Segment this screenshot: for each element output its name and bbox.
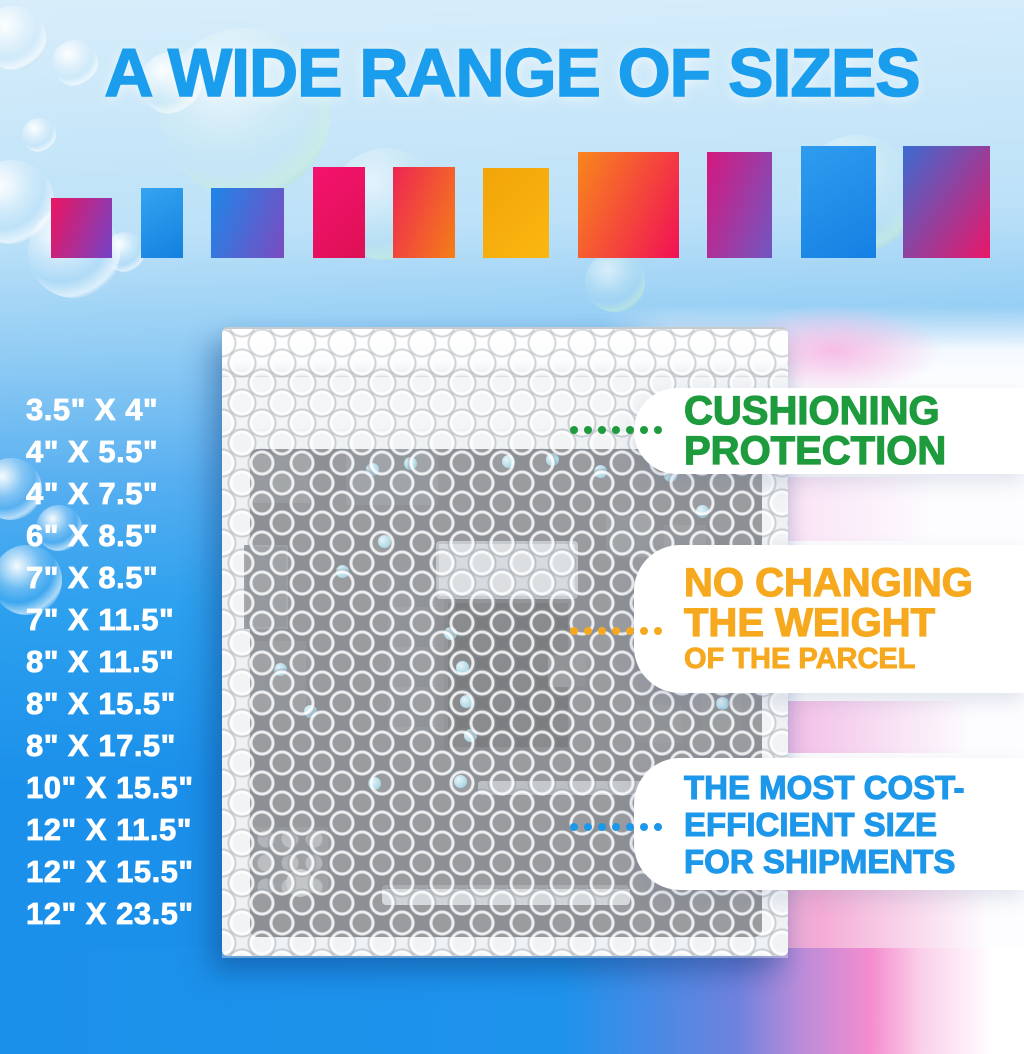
callout-line: THE WEIGHT (683, 601, 936, 645)
size-squares-row (0, 140, 1024, 258)
connector-dot (626, 627, 634, 635)
connector-dot (640, 426, 648, 434)
size-square (313, 167, 365, 258)
callout-line: NO CHANGING (683, 561, 973, 605)
size-list-item: 12" X 11.5" (26, 812, 192, 848)
size-list-item: 8" X 11.5" (26, 644, 175, 680)
size-list-item: 7" X 11.5" (26, 602, 175, 638)
connector-dot (584, 627, 592, 635)
callout-line: EFFICIENT SIZE (683, 805, 938, 843)
dotted-connector-yellow-icon (570, 627, 662, 635)
dotted-connector-green-icon (570, 426, 662, 434)
size-square (211, 188, 284, 258)
size-list-item: 12" X 23.5" (26, 896, 194, 932)
size-square (141, 188, 183, 258)
size-square (51, 198, 112, 258)
connector-dot (640, 627, 648, 635)
connector-dot (612, 823, 620, 831)
size-list-item: 4" X 5.5" (26, 434, 159, 470)
connector-dot (570, 627, 578, 635)
connector-dot (654, 426, 662, 434)
size-list-item: 4" X 7.5" (26, 476, 159, 512)
size-list: 3.5" X 4" 4" X 5.5" 4" X 7.5" 6" X 8.5" 7" X… (26, 389, 194, 935)
size-square (801, 146, 876, 258)
callout-line: PROTECTION (683, 429, 947, 473)
page-title: A WIDE RANGE OF SIZES (104, 34, 922, 112)
connector-dot (612, 426, 620, 434)
callout-no-weight-change: NO CHANGING THE WEIGHT OF THE PARCEL (634, 545, 1024, 693)
connector-dot (654, 823, 662, 831)
size-square (903, 146, 990, 258)
connector-dot (570, 823, 578, 831)
connector-dot (570, 426, 578, 434)
size-list-item: 12" X 15.5" (26, 854, 194, 890)
connector-dot (654, 627, 662, 635)
connector-dot (640, 823, 648, 831)
connector-dot (598, 426, 606, 434)
size-square (393, 167, 455, 258)
size-list-item: 10" X 15.5" (26, 770, 194, 806)
connector-dot (626, 426, 634, 434)
dotted-connector-blue-icon (570, 823, 662, 831)
callout-cost-efficient: THE MOST COST- EFFICIENT SIZE FOR SHIPME… (634, 758, 1024, 890)
callout-line: FOR SHIPMENTS (683, 842, 956, 880)
callout-cushioning-protection: CUSHIONING PROTECTION (634, 388, 1024, 474)
connector-dot (584, 426, 592, 434)
size-list-item: 8" X 15.5" (26, 686, 176, 722)
size-square (707, 152, 772, 258)
size-list-item: 8" X 17.5" (26, 728, 176, 764)
callout-line: OF THE PARCEL (684, 643, 916, 676)
size-list-item: 3.5" X 4" (26, 392, 159, 428)
background-bottom-gradient (0, 948, 1024, 1054)
size-square (578, 152, 679, 258)
connector-dot (584, 823, 592, 831)
connector-dot (598, 627, 606, 635)
connector-dot (598, 823, 606, 831)
connector-dot (612, 627, 620, 635)
callout-line: CUSHIONING (683, 389, 940, 433)
size-square (483, 168, 549, 258)
connector-dot (626, 823, 634, 831)
size-list-item: 6" X 8.5" (26, 518, 159, 554)
callout-line: THE MOST COST- (683, 768, 965, 806)
size-list-item: 7" X 8.5" (26, 560, 159, 596)
